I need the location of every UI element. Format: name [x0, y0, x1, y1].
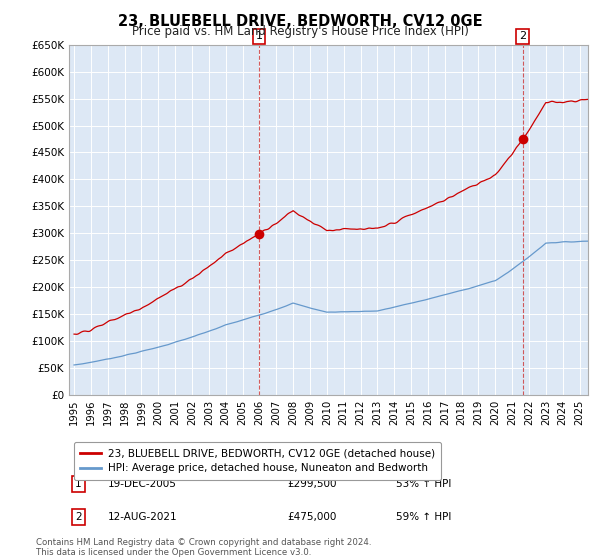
- Text: 1: 1: [75, 479, 82, 489]
- Text: 59% ↑ HPI: 59% ↑ HPI: [396, 512, 451, 522]
- Legend: 23, BLUEBELL DRIVE, BEDWORTH, CV12 0GE (detached house), HPI: Average price, det: 23, BLUEBELL DRIVE, BEDWORTH, CV12 0GE (…: [74, 442, 441, 480]
- Text: 2: 2: [519, 31, 526, 41]
- Text: Price paid vs. HM Land Registry's House Price Index (HPI): Price paid vs. HM Land Registry's House …: [131, 25, 469, 38]
- Text: 2: 2: [75, 512, 82, 522]
- Text: 53% ↑ HPI: 53% ↑ HPI: [396, 479, 451, 489]
- Text: 19-DEC-2005: 19-DEC-2005: [108, 479, 177, 489]
- Text: 1: 1: [256, 31, 262, 41]
- Text: Contains HM Land Registry data © Crown copyright and database right 2024.
This d: Contains HM Land Registry data © Crown c…: [36, 538, 371, 557]
- Text: £299,500: £299,500: [287, 479, 337, 489]
- Text: £475,000: £475,000: [287, 512, 337, 522]
- Text: 23, BLUEBELL DRIVE, BEDWORTH, CV12 0GE: 23, BLUEBELL DRIVE, BEDWORTH, CV12 0GE: [118, 14, 482, 29]
- Text: 12-AUG-2021: 12-AUG-2021: [108, 512, 178, 522]
